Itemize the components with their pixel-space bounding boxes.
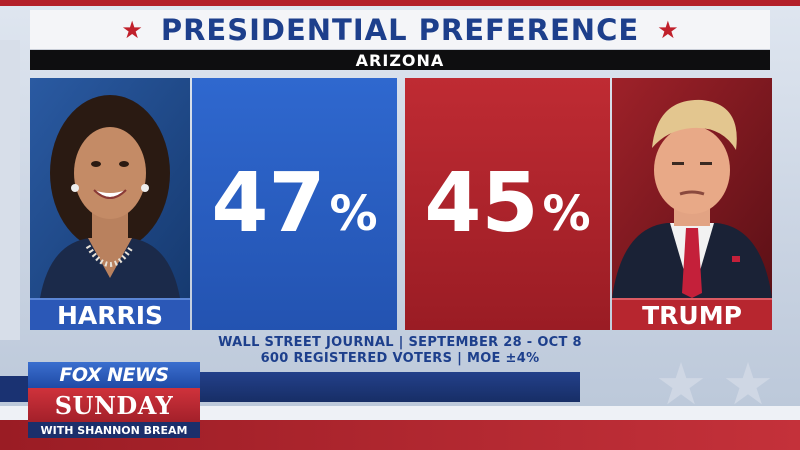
harris-name: HARRIS [56,300,164,330]
background-star-icon: ★ [655,350,707,418]
trump-percent-panel: 45 % [405,78,610,330]
trump-name-plate: TRUMP [612,298,772,330]
logo-host-band: WITH SHANNON BREAM [28,422,200,438]
logo-network-text: FOX NEWS [59,364,169,386]
title-bar: ★ PRESIDENTIAL PREFERENCE ★ [30,10,770,50]
harris-portrait-icon [30,78,190,298]
trump-portrait-icon [612,78,772,298]
harris-name-plate: HARRIS [30,298,190,330]
harris-percent-value: 47 [211,156,326,251]
source-line-2: 600 REGISTERED VOTERS | MOE ±4% [260,351,540,366]
trump-name: TRUMP [642,300,742,330]
logo-network-band: FOX NEWS [28,362,200,388]
star-icon: ★ [121,15,143,44]
trump-photo [612,78,772,298]
page-title: PRESIDENTIAL PREFERENCE [160,12,640,47]
star-icon: ★ [657,15,679,44]
trump-percent-sign: % [542,186,591,242]
source-line-1: WALL STREET JOURNAL | SEPTEMBER 28 - OCT… [218,335,582,350]
lower-blue-bar [200,372,580,402]
logo-host-text: WITH SHANNON BREAM [40,423,188,437]
harris-photo [30,78,190,298]
logo-show-text: SUNDAY [54,390,174,420]
top-red-stripe [0,0,800,6]
fox-news-sunday-logo: FOX NEWS SUNDAY WITH SHANNON BREAM [28,362,200,438]
poll-source: WALL STREET JOURNAL | SEPTEMBER 28 - OCT… [30,334,770,368]
left-decor-strip [0,40,20,340]
logo-show-band: SUNDAY [28,388,200,422]
background-star-icon: ★ [722,350,774,418]
harris-percent-sign: % [329,186,378,242]
subtitle-bar: ARIZONA [30,50,770,70]
bottom-white-band [0,406,800,420]
trump-percent-value: 45 [424,156,539,251]
harris-percent-panel: 47 % [192,78,397,330]
state-subtitle: ARIZONA [355,50,445,70]
